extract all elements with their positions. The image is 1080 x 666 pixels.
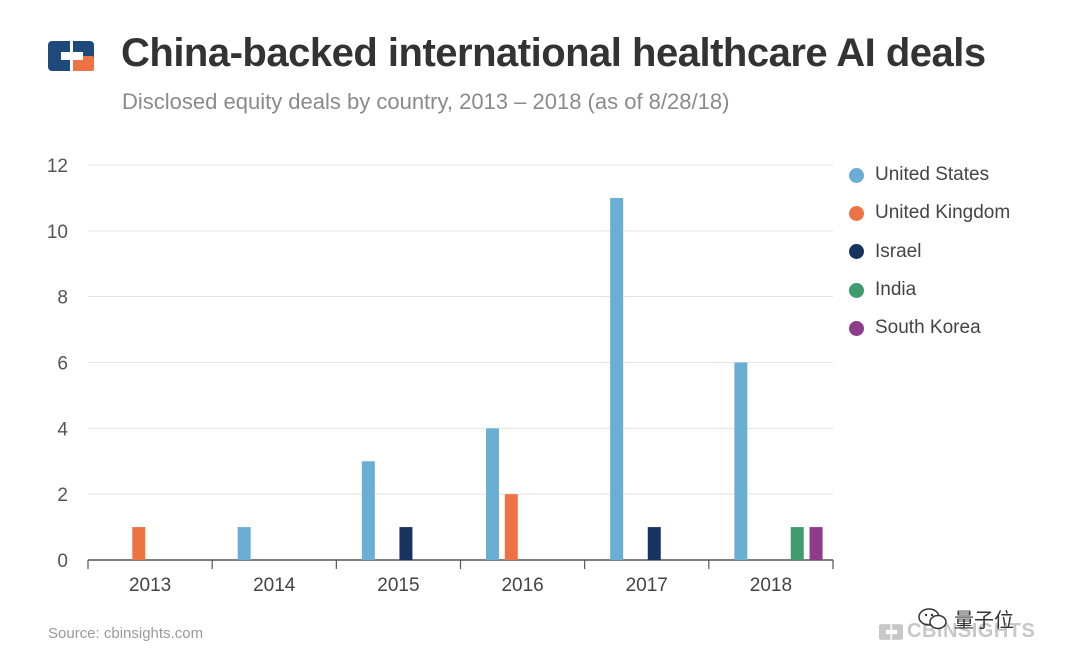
chart-subtitle: Disclosed equity deals by country, 2013 … <box>122 89 730 114</box>
legend-swatch <box>849 205 864 221</box>
y-tick-label: 12 <box>47 156 68 177</box>
legend-swatch <box>849 320 864 336</box>
bar-united-kingdom-2016 <box>504 494 518 560</box>
bar-united-states-2014 <box>237 527 251 560</box>
legend-label: Israel <box>875 240 922 262</box>
brand-mark-icon <box>879 623 903 640</box>
x-tick-label: 2016 <box>501 575 543 596</box>
bar-israel-2015 <box>399 527 413 560</box>
legend-item-india: India <box>849 271 1010 309</box>
bar-united-states-2016 <box>486 428 499 560</box>
bar-india-2018 <box>790 527 804 560</box>
legend-swatch <box>849 167 864 183</box>
x-tick-label: 2017 <box>626 575 668 596</box>
bar-united-states-2018 <box>734 362 748 560</box>
legend-swatch <box>849 244 864 260</box>
x-tick-label: 2015 <box>377 575 419 596</box>
cbinsights-logo-icon <box>48 41 94 71</box>
y-tick-label: 8 <box>57 288 68 309</box>
legend-label: India <box>875 279 917 301</box>
legend-item-united-kingdom: United Kingdom <box>849 194 1010 232</box>
legend-item-south-korea: South Korea <box>849 309 1010 347</box>
y-tick-label: 0 <box>57 551 68 572</box>
y-tick-label: 10 <box>47 222 68 243</box>
bar-united-states-2017 <box>610 197 624 560</box>
legend-label: United States <box>875 164 990 186</box>
bar-israel-2017 <box>647 527 661 560</box>
bar-united-kingdom-2013 <box>132 527 146 560</box>
watermark-text: 量子位 <box>954 610 1014 632</box>
chart-title: China-backed international healthcare AI… <box>121 31 986 75</box>
y-tick-label: 2 <box>57 485 68 506</box>
x-tick-label: 2013 <box>129 575 171 596</box>
y-tick-label: 4 <box>57 419 68 440</box>
y-tick-label: 6 <box>57 354 68 375</box>
legend-swatch <box>849 282 864 298</box>
source-note: Source: cbinsights.com <box>48 625 204 642</box>
x-tick-label: 2018 <box>750 575 792 596</box>
watermark: 量子位 <box>918 604 1014 633</box>
legend-item-israel: Israel <box>849 233 1010 271</box>
legend: United States United Kingdom Israel India So… <box>849 156 1010 347</box>
chat-bubbles-icon <box>918 607 947 629</box>
bar-south-korea-2018 <box>809 527 823 560</box>
legend-label: United Kingdom <box>875 202 1011 224</box>
bar-united-states-2015 <box>361 461 375 560</box>
legend-label: South Korea <box>875 317 981 339</box>
x-tick-label: 2014 <box>253 575 296 596</box>
legend-item-united-states: United States <box>849 156 1010 194</box>
